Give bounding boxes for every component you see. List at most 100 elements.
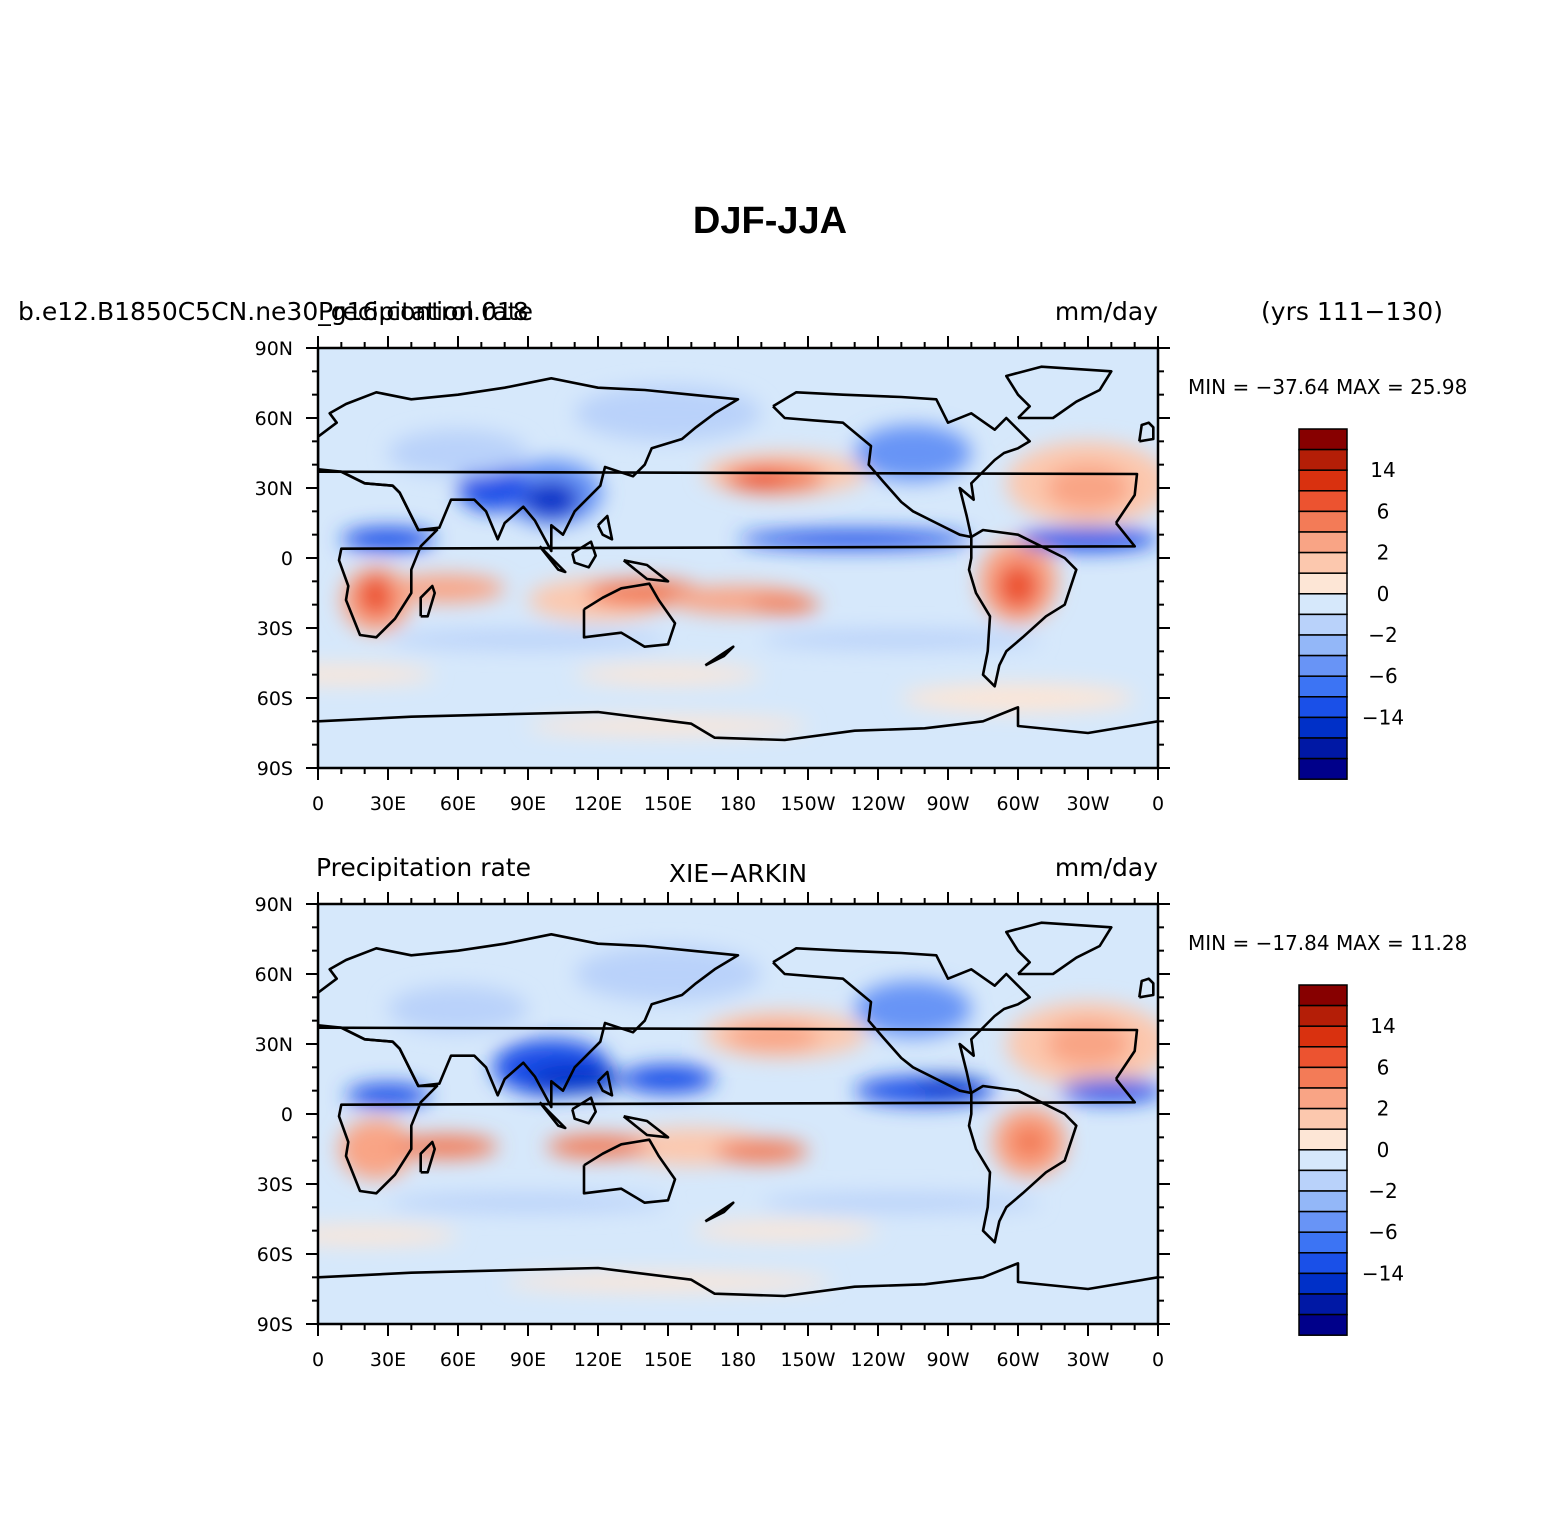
coastline-3 — [772, 390, 1031, 539]
lon-tick-label: 0 — [1152, 1349, 1164, 1371]
lon-tick-label: 150E — [644, 1349, 692, 1371]
colorbar-label: −14 — [1362, 705, 1404, 729]
colorbar-label: 6 — [1377, 499, 1390, 523]
precip-anomaly-13 — [621, 1065, 715, 1093]
coastline-11 — [622, 559, 670, 583]
coastline-6 — [318, 1262, 1158, 1298]
panel-2-lon-labels: 0 30E 60E 90E 120E 150E 180 150W 120W 90W 60W 30W 0 — [312, 1349, 1164, 1371]
coastline-13 — [704, 645, 735, 667]
precip-anomaly-22 — [574, 385, 762, 442]
coastline-13 — [704, 1201, 735, 1223]
colorbar-swatch — [1298, 654, 1348, 677]
panel-1-colorbar: 14 6 2 0 −2 −6 −14 — [1298, 428, 1404, 780]
colorbar-swatch — [1298, 1272, 1348, 1295]
colorbar-label: 14 — [1370, 1014, 1395, 1038]
coastline-2 — [582, 1138, 677, 1204]
coastline-4 — [967, 1084, 1078, 1244]
panel-2-center-title: XIE−ARKIN — [669, 859, 807, 888]
colorbar-swatch — [1298, 757, 1348, 780]
colorbar-label: −2 — [1368, 1179, 1397, 1203]
precip-anomaly-19 — [341, 527, 435, 551]
coastline-7 — [419, 1140, 437, 1174]
colorbar-label: 2 — [1377, 541, 1390, 565]
panel-2-lat-labels: 90N 60N 30N 0 30S 60S 90S — [255, 894, 293, 1336]
coastline-10 — [571, 1096, 598, 1125]
coastline-12 — [596, 514, 614, 541]
lon-tick-label: 120E — [574, 793, 622, 815]
precip-anomaly-17 — [346, 1083, 430, 1108]
colorbar-swatch — [1298, 1210, 1348, 1233]
panel-1-ticks — [306, 336, 1170, 780]
coastline-9 — [538, 545, 567, 574]
lon-tick-label: 60W — [997, 793, 1040, 815]
figure-title: DJF-JJA — [693, 200, 847, 242]
panel-2-units: mm/day — [1055, 853, 1158, 882]
lon-tick-label: 30W — [1067, 1349, 1110, 1371]
panel-2-coastlines — [318, 921, 1158, 1298]
coastline-8 — [1138, 977, 1155, 999]
colorbar-swatch — [1298, 634, 1348, 657]
panel-2: Precipitation rate XIE−ARKIN mm/day MIN … — [255, 853, 1468, 1371]
precip-anomaly-17 — [738, 530, 972, 549]
coastline-10 — [571, 540, 598, 569]
lon-tick-label: 30W — [1067, 793, 1110, 815]
precip-anomaly-4 — [1046, 464, 1130, 512]
colorbar-swatch — [1298, 1087, 1348, 1110]
coastline-6 — [318, 705, 1158, 742]
colorbar-swatch — [1298, 1293, 1348, 1316]
precip-anomaly-10 — [357, 574, 396, 617]
precip-anomaly-25 — [504, 1272, 832, 1292]
colorbar-swatch — [1298, 1046, 1348, 1069]
precip-anomaly-13 — [997, 562, 1039, 610]
colorbar-swatch — [1298, 716, 1348, 739]
lon-tick-label: 120E — [574, 1349, 622, 1371]
precip-anomaly-23 — [691, 1221, 879, 1240]
colorbar-swatch — [1298, 1313, 1348, 1336]
panel-1-center-title: Precipitation rate — [318, 297, 533, 326]
colorbar-swatch — [1298, 1231, 1348, 1254]
precip-anomaly-21 — [388, 1193, 668, 1212]
colorbar-swatch — [1298, 737, 1348, 760]
lat-tick-label: 30S — [257, 1174, 293, 1196]
colorbar-swatch — [1298, 1107, 1348, 1130]
precip-anomaly-3 — [1046, 1020, 1130, 1068]
precip-anomaly-1 — [726, 1023, 820, 1051]
colorbar-swatch — [1298, 613, 1348, 636]
lon-tick-label: 150W — [780, 793, 835, 815]
precip-anomaly-5 — [714, 1139, 808, 1164]
colorbar-swatch — [1298, 1149, 1348, 1172]
colorbar-swatch — [1298, 696, 1348, 719]
panel-2-colorbar: 14 6 2 0 −2 −6 −14 — [1298, 984, 1404, 1336]
lon-tick-label: 90W — [927, 793, 970, 815]
lon-tick-label: 90E — [510, 793, 546, 815]
precip-anomaly-22 — [761, 1193, 1042, 1212]
precip-anomaly-27 — [901, 684, 1135, 712]
precip-anomaly-6 — [546, 1135, 650, 1159]
coastline-5 — [1004, 365, 1113, 420]
lat-tick-label: 60S — [257, 1244, 293, 1266]
colorbar-swatch — [1298, 1128, 1348, 1151]
coastline-4 — [967, 528, 1078, 688]
precip-anomaly-7 — [339, 1118, 414, 1180]
precip-anomaly-10 — [1010, 1125, 1049, 1159]
precip-anomaly-11 — [388, 574, 505, 603]
lat-tick-label: 30N — [255, 478, 293, 500]
colorbar-swatch — [1298, 469, 1348, 492]
coastline-1 — [318, 470, 1139, 639]
precip-anomaly-18 — [388, 985, 528, 1033]
colorbar-label: 2 — [1377, 1097, 1390, 1121]
colorbar-swatch — [1298, 1066, 1348, 1089]
colorbar-label: 6 — [1377, 1055, 1390, 1079]
lat-tick-label: 30S — [257, 618, 293, 640]
colorbar-swatch — [1298, 984, 1348, 1007]
lon-tick-label: 0 — [312, 1349, 324, 1371]
colorbar-swatch — [1298, 1025, 1348, 1048]
lon-tick-label: 180 — [720, 793, 756, 815]
panel-2-map — [318, 904, 1158, 1324]
colorbar-label: −2 — [1368, 623, 1397, 647]
precip-anomaly-20 — [574, 946, 762, 1002]
lon-tick-label: 90W — [927, 1349, 970, 1371]
precip-anomaly-16 — [1060, 1079, 1158, 1103]
colorbar-label: 0 — [1377, 1138, 1390, 1162]
panel-1-lon-labels: 0 30E 60E 90E 120E 150E 180 150W 120W 90W 60W 30W 0 — [312, 793, 1164, 815]
